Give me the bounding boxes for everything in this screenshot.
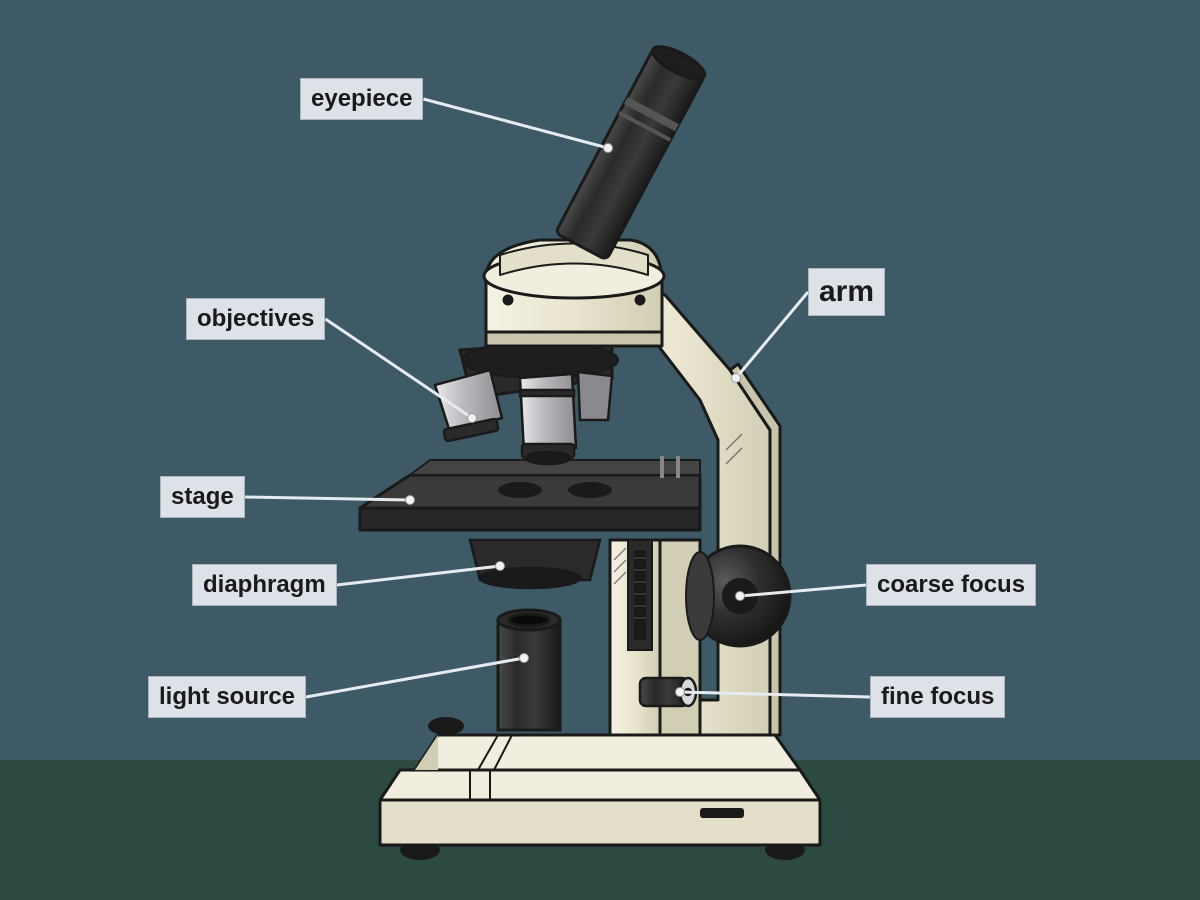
- pointer-dot-coarse-focus: [735, 591, 745, 601]
- pointer-dot-eyepiece: [603, 143, 613, 153]
- pointer-dot-stage: [405, 495, 415, 505]
- leader-diaphragm: [337, 566, 500, 585]
- label-eyepiece: eyepiece: [300, 78, 423, 120]
- leader-light-source: [306, 658, 524, 697]
- label-arm: arm: [808, 268, 885, 316]
- pointer-dot-diaphragm: [495, 561, 505, 571]
- pointer-dot-arm: [731, 373, 741, 383]
- leader-stage: [245, 497, 410, 500]
- label-diaphragm: diaphragm: [192, 564, 337, 606]
- leader-fine-focus: [680, 692, 870, 697]
- leader-lines: [0, 0, 1200, 900]
- label-coarse-focus: coarse focus: [866, 564, 1036, 606]
- leader-eyepiece: [423, 99, 608, 148]
- label-stage: stage: [160, 476, 245, 518]
- label-objectives: objectives: [186, 298, 325, 340]
- leader-arm: [736, 292, 808, 378]
- leader-coarse-focus: [740, 585, 866, 596]
- label-fine-focus: fine focus: [870, 676, 1005, 718]
- pointer-dot-fine-focus: [675, 687, 685, 697]
- label-light-source: light source: [148, 676, 306, 718]
- pointer-dot-objectives: [467, 413, 477, 423]
- pointer-dot-light-source: [519, 653, 529, 663]
- leader-objectives: [325, 319, 472, 418]
